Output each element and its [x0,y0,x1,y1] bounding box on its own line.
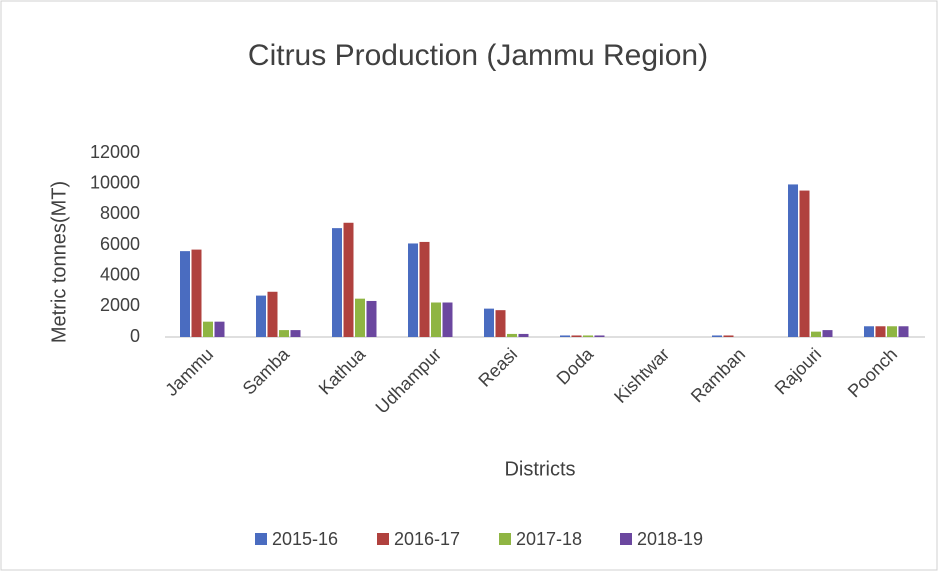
y-axis-label: Metric tonnes(MT) [48,181,70,343]
legend-swatch [377,533,389,545]
legend-swatch [620,533,632,545]
y-tick-label: 6000 [100,234,140,254]
bar [366,300,377,337]
bar [408,243,418,337]
x-axis-label: Districts [504,458,575,480]
y-tick-label: 2000 [100,295,140,315]
bar [290,330,301,337]
bar [822,330,833,337]
bar [442,302,453,337]
bar [214,321,225,337]
bar [419,241,430,337]
bar [495,310,506,337]
bar [332,228,342,337]
bar [723,335,734,337]
chart-title: Citrus Production (Jammu Region) [248,39,708,72]
bar [875,326,886,337]
bar [518,333,529,337]
bar [571,335,582,337]
bar [256,295,266,337]
bar [864,326,874,337]
legend-swatch [499,533,511,545]
bar [191,249,202,337]
bar [560,335,570,337]
y-tick-label: 10000 [90,172,140,192]
bar [811,331,821,337]
legend-label: 2016-17 [394,529,460,549]
bar [594,335,605,337]
bar [279,330,289,337]
bar [788,184,798,337]
bar [267,291,278,337]
bar [355,298,365,337]
bar [180,251,190,337]
bar [507,333,517,337]
legend-label: 2015-16 [272,529,338,549]
legend-label: 2018-19 [637,529,703,549]
bar [484,308,494,337]
bar [887,326,897,337]
y-tick-label: 4000 [100,264,140,284]
bar [712,335,722,337]
bar [583,335,593,337]
y-tick-label: 0 [130,326,140,346]
legend-swatch [255,533,267,545]
y-tick-label: 8000 [100,203,140,223]
bar [431,302,441,337]
bar [343,222,354,337]
bar [799,190,810,337]
legend-label: 2017-18 [516,529,582,549]
bar [898,326,909,337]
bar [203,321,213,337]
y-tick-label: 12000 [90,142,140,162]
